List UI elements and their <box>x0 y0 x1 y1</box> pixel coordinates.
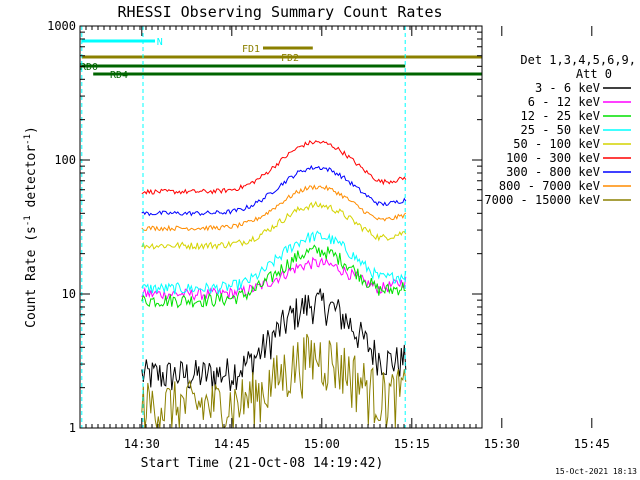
series-line <box>141 288 407 392</box>
x-tick-label: 15:00 <box>304 437 340 451</box>
x-axis-label: Start Time (21-Oct-08 14:19:42) <box>141 456 384 471</box>
series-line <box>141 244 406 309</box>
legend-label: 7000 - 15000 keV <box>484 193 600 207</box>
flag-label: RD4 <box>110 70 128 81</box>
x-tick-label: 15:45 <box>574 437 610 451</box>
x-tick-label: 15:15 <box>394 437 430 451</box>
legend-label: 6 - 12 keV <box>528 95 600 109</box>
series-curves <box>141 140 407 429</box>
legend-header-line2: Att 0 <box>576 67 612 81</box>
series-line <box>141 230 407 296</box>
legend-label: 300 - 800 keV <box>506 165 600 179</box>
y-tick-label: 1 <box>69 421 76 435</box>
series-line <box>141 184 407 232</box>
axis-ticks: 14:30 14:45 15:00 15:15 15:30 15:45 1 10 100 1000 <box>47 19 610 451</box>
render-timestamp: 15-Oct-2021 18:13 <box>555 467 637 476</box>
chart-title: RHESSI Observing Summary Count Rates <box>117 3 442 21</box>
series-line <box>141 140 407 195</box>
legend-label: 3 - 6 keV <box>535 81 600 95</box>
legend-label: 12 - 25 keV <box>521 109 600 123</box>
series-line <box>141 164 407 217</box>
legend-header-line1: Det 1,3,4,5,6,9, <box>520 53 636 67</box>
legend-label: 50 - 100 keV <box>513 137 600 151</box>
y-tick-label: 1000 <box>47 19 76 33</box>
plot-frame <box>79 25 483 429</box>
x-tick-label: 14:45 <box>214 437 250 451</box>
y-axis-label: Count Rate (s-1 detector-1) <box>23 126 39 328</box>
legend-label: 100 - 300 keV <box>506 151 600 165</box>
series-line <box>141 256 407 301</box>
series-line <box>141 333 407 429</box>
legend-label: 25 - 50 keV <box>521 123 600 137</box>
flag-label: FD1 <box>242 44 260 55</box>
x-tick-label: 14:30 <box>124 437 160 451</box>
y-tick-label: 10 <box>62 287 76 301</box>
flag-bars: N FD1 FD2 RD0 RD4 <box>80 26 482 428</box>
x-tick-label: 15:30 <box>484 437 520 451</box>
series-line <box>141 200 407 251</box>
flag-label: FD2 <box>281 53 299 64</box>
flag-label: N <box>157 37 163 48</box>
flag-label: RD0 <box>80 62 98 73</box>
legend-label: 800 - 7000 keV <box>499 179 600 193</box>
y-tick-label: 100 <box>54 153 76 167</box>
